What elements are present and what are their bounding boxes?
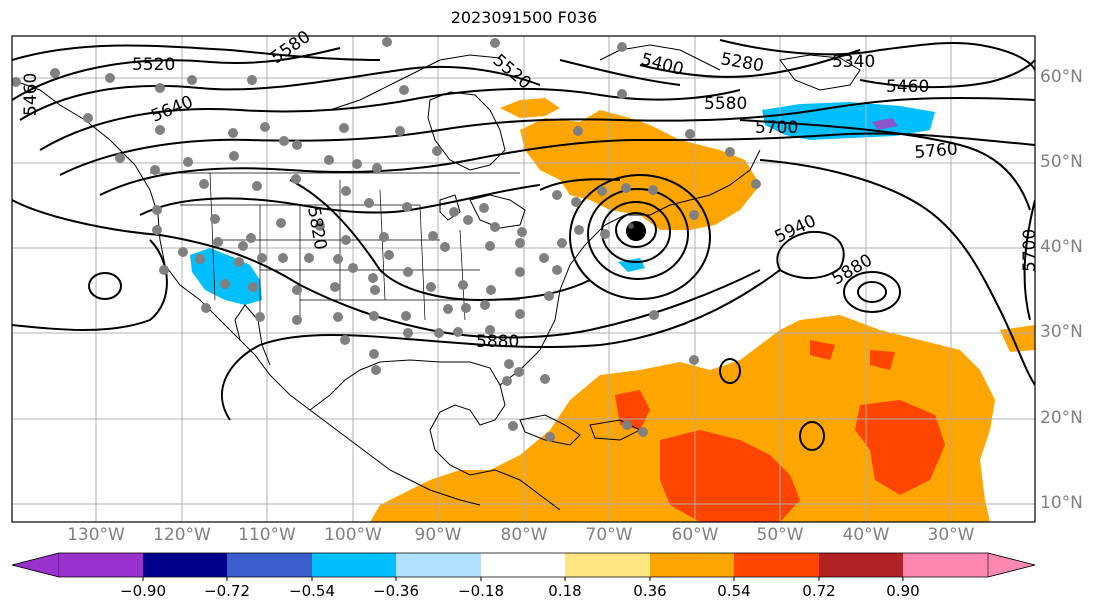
lon-label: 90°W [414, 525, 462, 545]
lat-label: 40°N [1040, 237, 1083, 257]
lon-label: 120°W [153, 525, 211, 545]
map-title: 2023091500 F036 [450, 8, 598, 27]
contour-label: 5460 [886, 77, 929, 97]
colorbar-tick-label: 0.54 [717, 582, 751, 600]
lat-label: 50°N [1040, 152, 1083, 172]
colorbar-tick-label: 0.72 [802, 582, 836, 600]
colorbar-tick-label: −0.54 [289, 582, 335, 600]
contour-label: 5520 [132, 55, 175, 75]
lat-label: 60°N [1040, 67, 1083, 87]
contour-label: 5760 [914, 139, 959, 163]
station-markers [12, 37, 761, 442]
height-contours [12, 39, 1035, 451]
colorbar-tick-label: 0.18 [548, 582, 582, 600]
lon-label: 30°W [927, 525, 975, 545]
colorbar-tick-label: −0.90 [120, 582, 166, 600]
colorbar-tick-label: −0.72 [204, 582, 250, 600]
contour-label: 5340 [832, 52, 875, 72]
lat-label: 10°N [1040, 493, 1083, 513]
lon-label: 110°W [238, 525, 296, 545]
map-frame [11, 35, 1036, 523]
colorbar-tick-label: 0.36 [633, 582, 667, 600]
lon-label: 60°W [671, 525, 719, 545]
contour-label: 5460 [21, 73, 41, 116]
contour-label: 5580 [704, 94, 747, 114]
lon-label: 70°W [585, 525, 633, 545]
lat-label: 20°N [1040, 408, 1083, 428]
lon-label: 40°W [842, 525, 890, 545]
contour-label: 5880 [476, 332, 519, 352]
contour-label: 5700 [1020, 229, 1040, 272]
lon-label: 100°W [324, 525, 382, 545]
lon-label: 80°W [500, 525, 548, 545]
lat-label: 30°N [1040, 322, 1083, 342]
lon-label: 130°W [67, 525, 125, 545]
contour-label: 5700 [755, 118, 798, 138]
colorbar [11, 552, 1036, 581]
colorbar-tick-label: −0.18 [458, 582, 504, 600]
lon-label: 50°W [756, 525, 804, 545]
colorbar-tick-label: −0.36 [373, 582, 419, 600]
lat-lon-grid [12, 36, 1035, 522]
colorbar-tick-label: 0.90 [886, 582, 920, 600]
